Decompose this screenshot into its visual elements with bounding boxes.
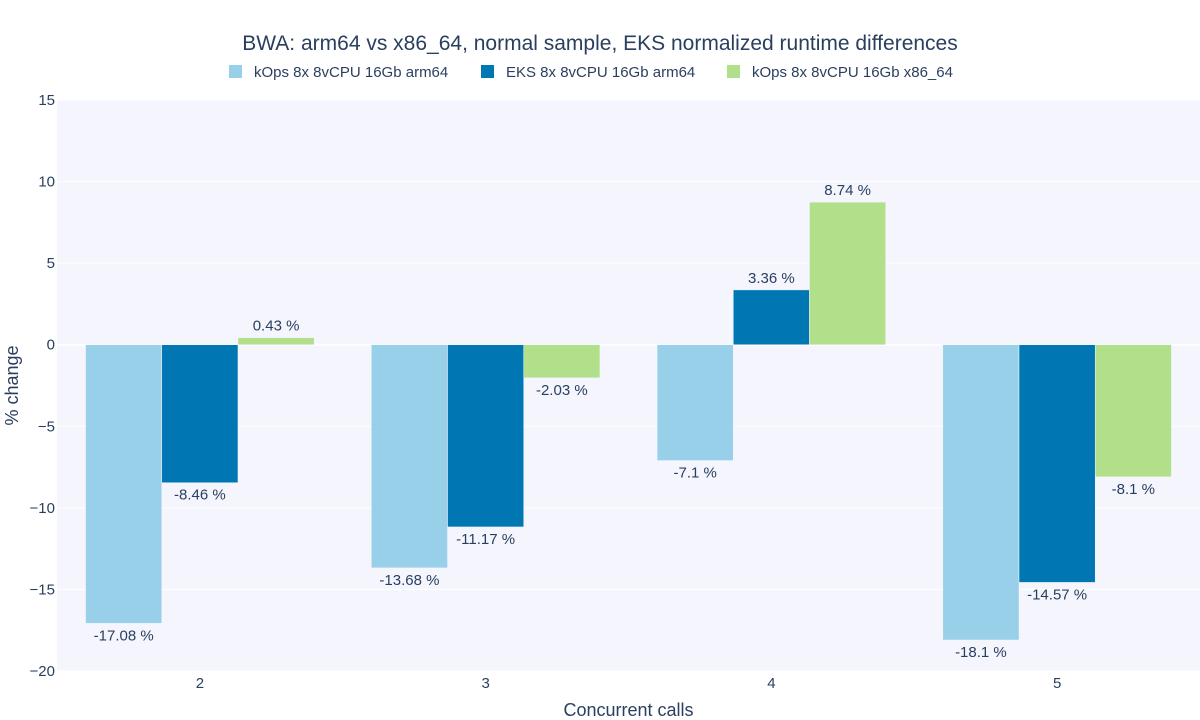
x-tick-label: 4	[767, 675, 775, 692]
bars	[85, 201, 1172, 641]
y-tick-label: −20	[30, 663, 55, 680]
data-label: -11.17 %	[456, 531, 515, 548]
legend-item[interactable]: kOps 8x 8vCPU 16Gb x86_64	[727, 64, 953, 81]
bar[interactable]	[942, 344, 1020, 641]
data-label: 8.74 %	[824, 182, 871, 199]
data-label: -13.68 %	[379, 572, 439, 589]
y-tick-label: −5	[38, 418, 55, 435]
y-axis-title: % change	[2, 345, 22, 425]
legend-label: EKS 8x 8vCPU 16Gb arm64	[506, 64, 695, 81]
y-tick-label: 15	[38, 92, 55, 109]
data-label: -8.46 %	[174, 487, 226, 504]
x-axis-title: Concurrent calls	[563, 700, 693, 720]
legend-swatch	[727, 65, 740, 78]
y-tick-label: 0	[47, 337, 55, 354]
bar[interactable]	[733, 289, 810, 345]
bar[interactable]	[237, 337, 315, 345]
legend-label: kOps 8x 8vCPU 16Gb arm64	[254, 64, 448, 81]
data-label: -17.08 %	[94, 627, 154, 644]
data-label: 3.36 %	[748, 270, 795, 287]
legend-swatch	[481, 65, 494, 78]
bar[interactable]	[656, 344, 734, 461]
legend-swatch	[229, 65, 242, 78]
y-axis-ticks: 15 10 5 0 −5 −10 −15 −20	[30, 92, 55, 680]
y-tick-label: −15	[30, 581, 55, 598]
bar[interactable]	[161, 344, 239, 483]
legend-label: kOps 8x 8vCPU 16Gb x86_64	[752, 64, 953, 81]
bar[interactable]	[523, 344, 601, 379]
x-tick-label: 2	[196, 675, 204, 692]
legend-item[interactable]: kOps 8x 8vCPU 16Gb arm64	[229, 64, 448, 81]
data-labels: -17.08 % -8.46 % 0.43 % -13.68 % -11.17 % -2.…	[94, 182, 1155, 661]
bar[interactable]	[85, 344, 163, 624]
y-tick-label: −10	[30, 500, 55, 517]
data-label: 0.43 %	[253, 318, 300, 335]
data-label: -14.57 %	[1027, 586, 1087, 603]
bar[interactable]	[447, 344, 524, 528]
bar[interactable]	[809, 201, 886, 345]
y-tick-label: 5	[47, 255, 55, 272]
legend-item[interactable]: EKS 8x 8vCPU 16Gb arm64	[481, 64, 695, 81]
y-tick-label: 10	[38, 174, 55, 191]
bar[interactable]	[1094, 344, 1172, 478]
data-label: -7.1 %	[673, 465, 716, 482]
chart-title: BWA: arm64 vs x86_64, normal sample, EKS…	[242, 32, 957, 55]
x-tick-label: 3	[481, 675, 489, 692]
bar[interactable]	[1018, 344, 1096, 583]
data-label: -8.1 %	[1112, 481, 1155, 498]
data-label: -2.03 %	[536, 382, 588, 399]
x-tick-label: 5	[1053, 675, 1061, 692]
x-axis-ticks: 2 3 4 5	[196, 675, 1062, 692]
data-label: -18.1 %	[955, 644, 1007, 661]
legend[interactable]: kOps 8x 8vCPU 16Gb arm64 EKS 8x 8vCPU 16G…	[229, 64, 953, 81]
bar[interactable]	[371, 344, 448, 569]
